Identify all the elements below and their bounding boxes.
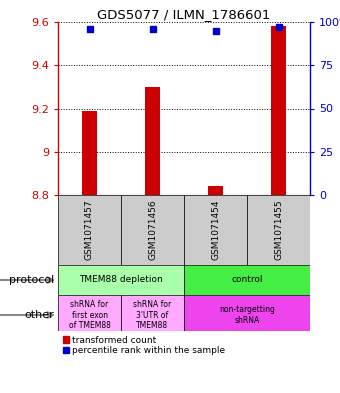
Bar — [82, 111, 97, 195]
Text: GSM1071454: GSM1071454 — [211, 200, 220, 260]
Bar — [184, 265, 310, 295]
Bar — [121, 295, 184, 335]
Text: shRNA for
3'UTR of
TMEM88: shRNA for 3'UTR of TMEM88 — [133, 300, 172, 330]
Text: protocol: protocol — [10, 275, 55, 285]
Bar — [208, 186, 223, 195]
Bar — [184, 195, 247, 265]
Text: control: control — [231, 275, 263, 285]
Bar — [247, 195, 310, 265]
Title: GDS5077 / ILMN_1786601: GDS5077 / ILMN_1786601 — [97, 8, 271, 21]
Text: GSM1071456: GSM1071456 — [148, 200, 157, 260]
Bar — [184, 295, 310, 335]
Bar — [58, 265, 184, 295]
Bar — [58, 195, 121, 265]
Text: GSM1071457: GSM1071457 — [85, 200, 94, 260]
Bar — [144, 87, 160, 195]
Bar — [271, 26, 286, 195]
Legend: transformed count, percentile rank within the sample: transformed count, percentile rank withi… — [63, 336, 225, 355]
Text: GSM1071455: GSM1071455 — [274, 200, 283, 260]
Text: other: other — [25, 310, 55, 320]
Bar — [58, 295, 121, 335]
Text: TMEM88 depletion: TMEM88 depletion — [79, 275, 163, 285]
Text: non-targetting
shRNA: non-targetting shRNA — [219, 305, 275, 325]
Bar — [121, 195, 184, 265]
Text: shRNA for
first exon
of TMEM88: shRNA for first exon of TMEM88 — [69, 300, 110, 330]
